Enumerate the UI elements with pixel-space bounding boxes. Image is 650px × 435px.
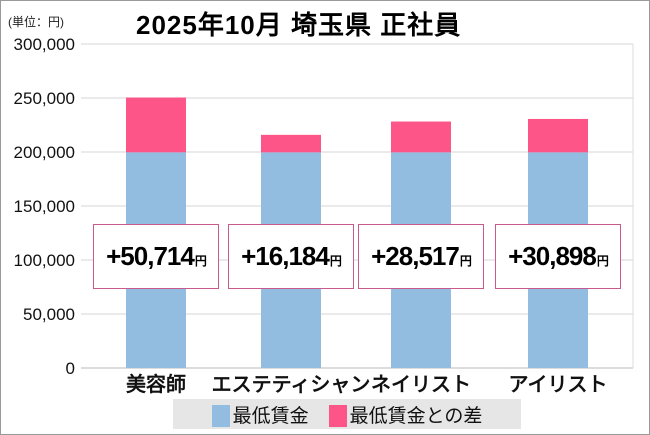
y-tick-label: 300,000 — [14, 35, 75, 54]
bar-difference — [261, 134, 321, 153]
data-label-value: +50,714 — [106, 241, 195, 271]
data-label: +50,714 円 — [93, 224, 219, 289]
x-category-label: ネイリスト — [371, 373, 471, 396]
legend-swatch — [211, 405, 230, 428]
data-label-value: +30,898 — [508, 241, 597, 271]
bar-difference — [126, 97, 186, 153]
bar-difference — [528, 118, 588, 153]
y-tick-label: 150,000 — [14, 197, 75, 216]
y-tick-label: 0 — [66, 359, 75, 378]
x-category-label: エステティシャン — [212, 374, 371, 396]
x-category-label: 美容師 — [126, 372, 186, 396]
y-tick-label: 250,000 — [14, 89, 75, 108]
legend-item-1: 最低賃金との差 — [328, 401, 483, 428]
unit-label: (単位：円) — [8, 15, 64, 29]
data-label-unit: 円 — [459, 254, 472, 268]
data-label: +16,184 円 — [228, 224, 354, 289]
legend-item-0: 最低賃金 — [211, 401, 309, 428]
legend-swatch — [328, 405, 347, 428]
y-tick-label: 200,000 — [14, 143, 75, 162]
bar-difference — [391, 121, 451, 153]
data-label: +28,517 円 — [358, 224, 484, 289]
y-tick-label: 50,000 — [23, 305, 75, 324]
data-label-unit: 円 — [194, 254, 207, 268]
y-tick-label: 100,000 — [14, 251, 75, 270]
x-category-label: アイリスト — [509, 374, 608, 396]
data-label-unit: 円 — [329, 254, 342, 268]
data-label-value: +28,517 — [371, 241, 460, 271]
legend: 最低賃金 最低賃金との差 — [173, 399, 521, 429]
legend-label: 最低賃金 — [232, 405, 309, 427]
legend-label: 最低賃金との差 — [349, 405, 483, 427]
data-label: +30,898 円 — [495, 224, 621, 289]
chart-title: 2025年10月 埼玉県 正社員 — [136, 10, 462, 40]
data-label-value: +16,184 — [241, 241, 330, 271]
data-label-unit: 円 — [596, 254, 609, 268]
